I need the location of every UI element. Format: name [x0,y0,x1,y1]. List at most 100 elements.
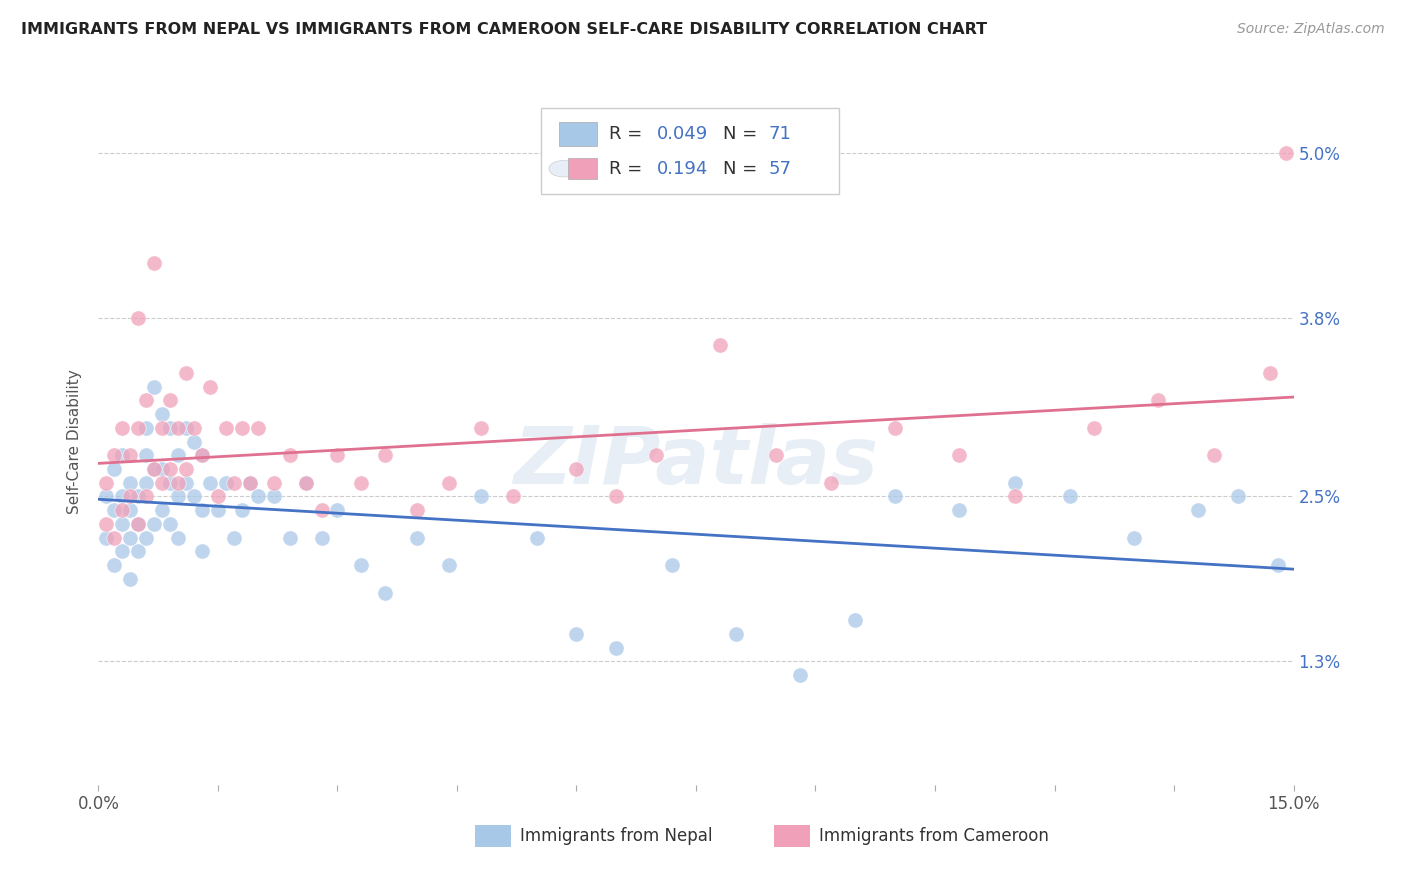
Point [246,490,269,504]
Point [406,503,429,517]
Point [191,448,214,462]
Text: Source: ZipAtlas.com: Source: ZipAtlas.com [1237,22,1385,37]
Point [174,421,197,435]
Point [183,434,205,449]
Point [103,448,125,462]
Point [350,558,373,573]
Point [326,448,349,462]
Point [111,421,134,435]
Point [263,475,285,490]
Point [135,393,157,408]
Point [374,448,396,462]
Text: 71: 71 [769,125,792,143]
Point [198,475,221,490]
Point [661,558,683,573]
Point [948,448,970,462]
Point [222,475,245,490]
Point [167,448,190,462]
Point [135,475,157,490]
Point [191,544,214,558]
Point [294,475,316,490]
Point [143,379,166,393]
Point [278,448,301,462]
Point [215,475,238,490]
Point [127,310,149,325]
Text: Immigrants from Cameroon: Immigrants from Cameroon [820,828,1049,846]
Point [159,516,181,531]
Point [120,475,142,490]
Point [96,475,118,490]
Point [167,475,190,490]
Point [120,503,142,517]
Point [350,475,373,490]
Point [724,627,747,641]
Point [1187,503,1209,517]
Point [150,462,173,476]
Point [150,407,173,421]
Point [174,475,197,490]
Point [1123,531,1146,545]
Point [470,490,492,504]
Point [1004,490,1026,504]
FancyBboxPatch shape [568,159,596,179]
Point [198,379,221,393]
Point [135,531,157,545]
Point [470,421,492,435]
Y-axis label: Self-Care Disability: Self-Care Disability [67,369,83,514]
Point [246,421,269,435]
Point [111,516,134,531]
Point [96,516,118,531]
Point [167,531,190,545]
Point [437,475,460,490]
Point [150,503,173,517]
Point [1147,393,1170,408]
Point [111,490,134,504]
Point [1274,146,1296,161]
Point [191,503,214,517]
Point [884,421,907,435]
Point [159,393,181,408]
Point [103,462,125,476]
Point [820,475,842,490]
Point [103,531,125,545]
Point [167,490,190,504]
Point [222,531,245,545]
Point [120,531,142,545]
Text: 57: 57 [769,160,792,178]
FancyBboxPatch shape [475,825,510,847]
Point [120,490,142,504]
Point [1004,475,1026,490]
Text: Immigrants from Nepal: Immigrants from Nepal [520,828,713,846]
Point [231,421,253,435]
Point [374,585,396,599]
Text: 0.194: 0.194 [657,160,707,178]
Point [127,516,149,531]
Point [135,448,157,462]
Point [278,531,301,545]
Point [111,448,134,462]
Point [948,503,970,517]
Point [120,572,142,586]
Point [159,462,181,476]
Point [103,558,125,573]
Point [159,475,181,490]
Point [709,338,731,352]
FancyBboxPatch shape [773,825,810,847]
Text: IMMIGRANTS FROM NEPAL VS IMMIGRANTS FROM CAMEROON SELF-CARE DISABILITY CORRELATI: IMMIGRANTS FROM NEPAL VS IMMIGRANTS FROM… [21,22,987,37]
Point [605,640,627,655]
FancyBboxPatch shape [541,109,839,194]
Text: R =: R = [609,125,648,143]
Text: N =: N = [724,125,763,143]
Point [565,462,588,476]
Point [183,490,205,504]
Text: R =: R = [609,160,648,178]
Point [96,531,118,545]
Point [311,531,333,545]
Point [127,421,149,435]
Point [406,531,429,545]
Point [135,421,157,435]
Point [103,503,125,517]
Point [207,490,229,504]
Point [207,503,229,517]
Text: 0.049: 0.049 [657,125,707,143]
